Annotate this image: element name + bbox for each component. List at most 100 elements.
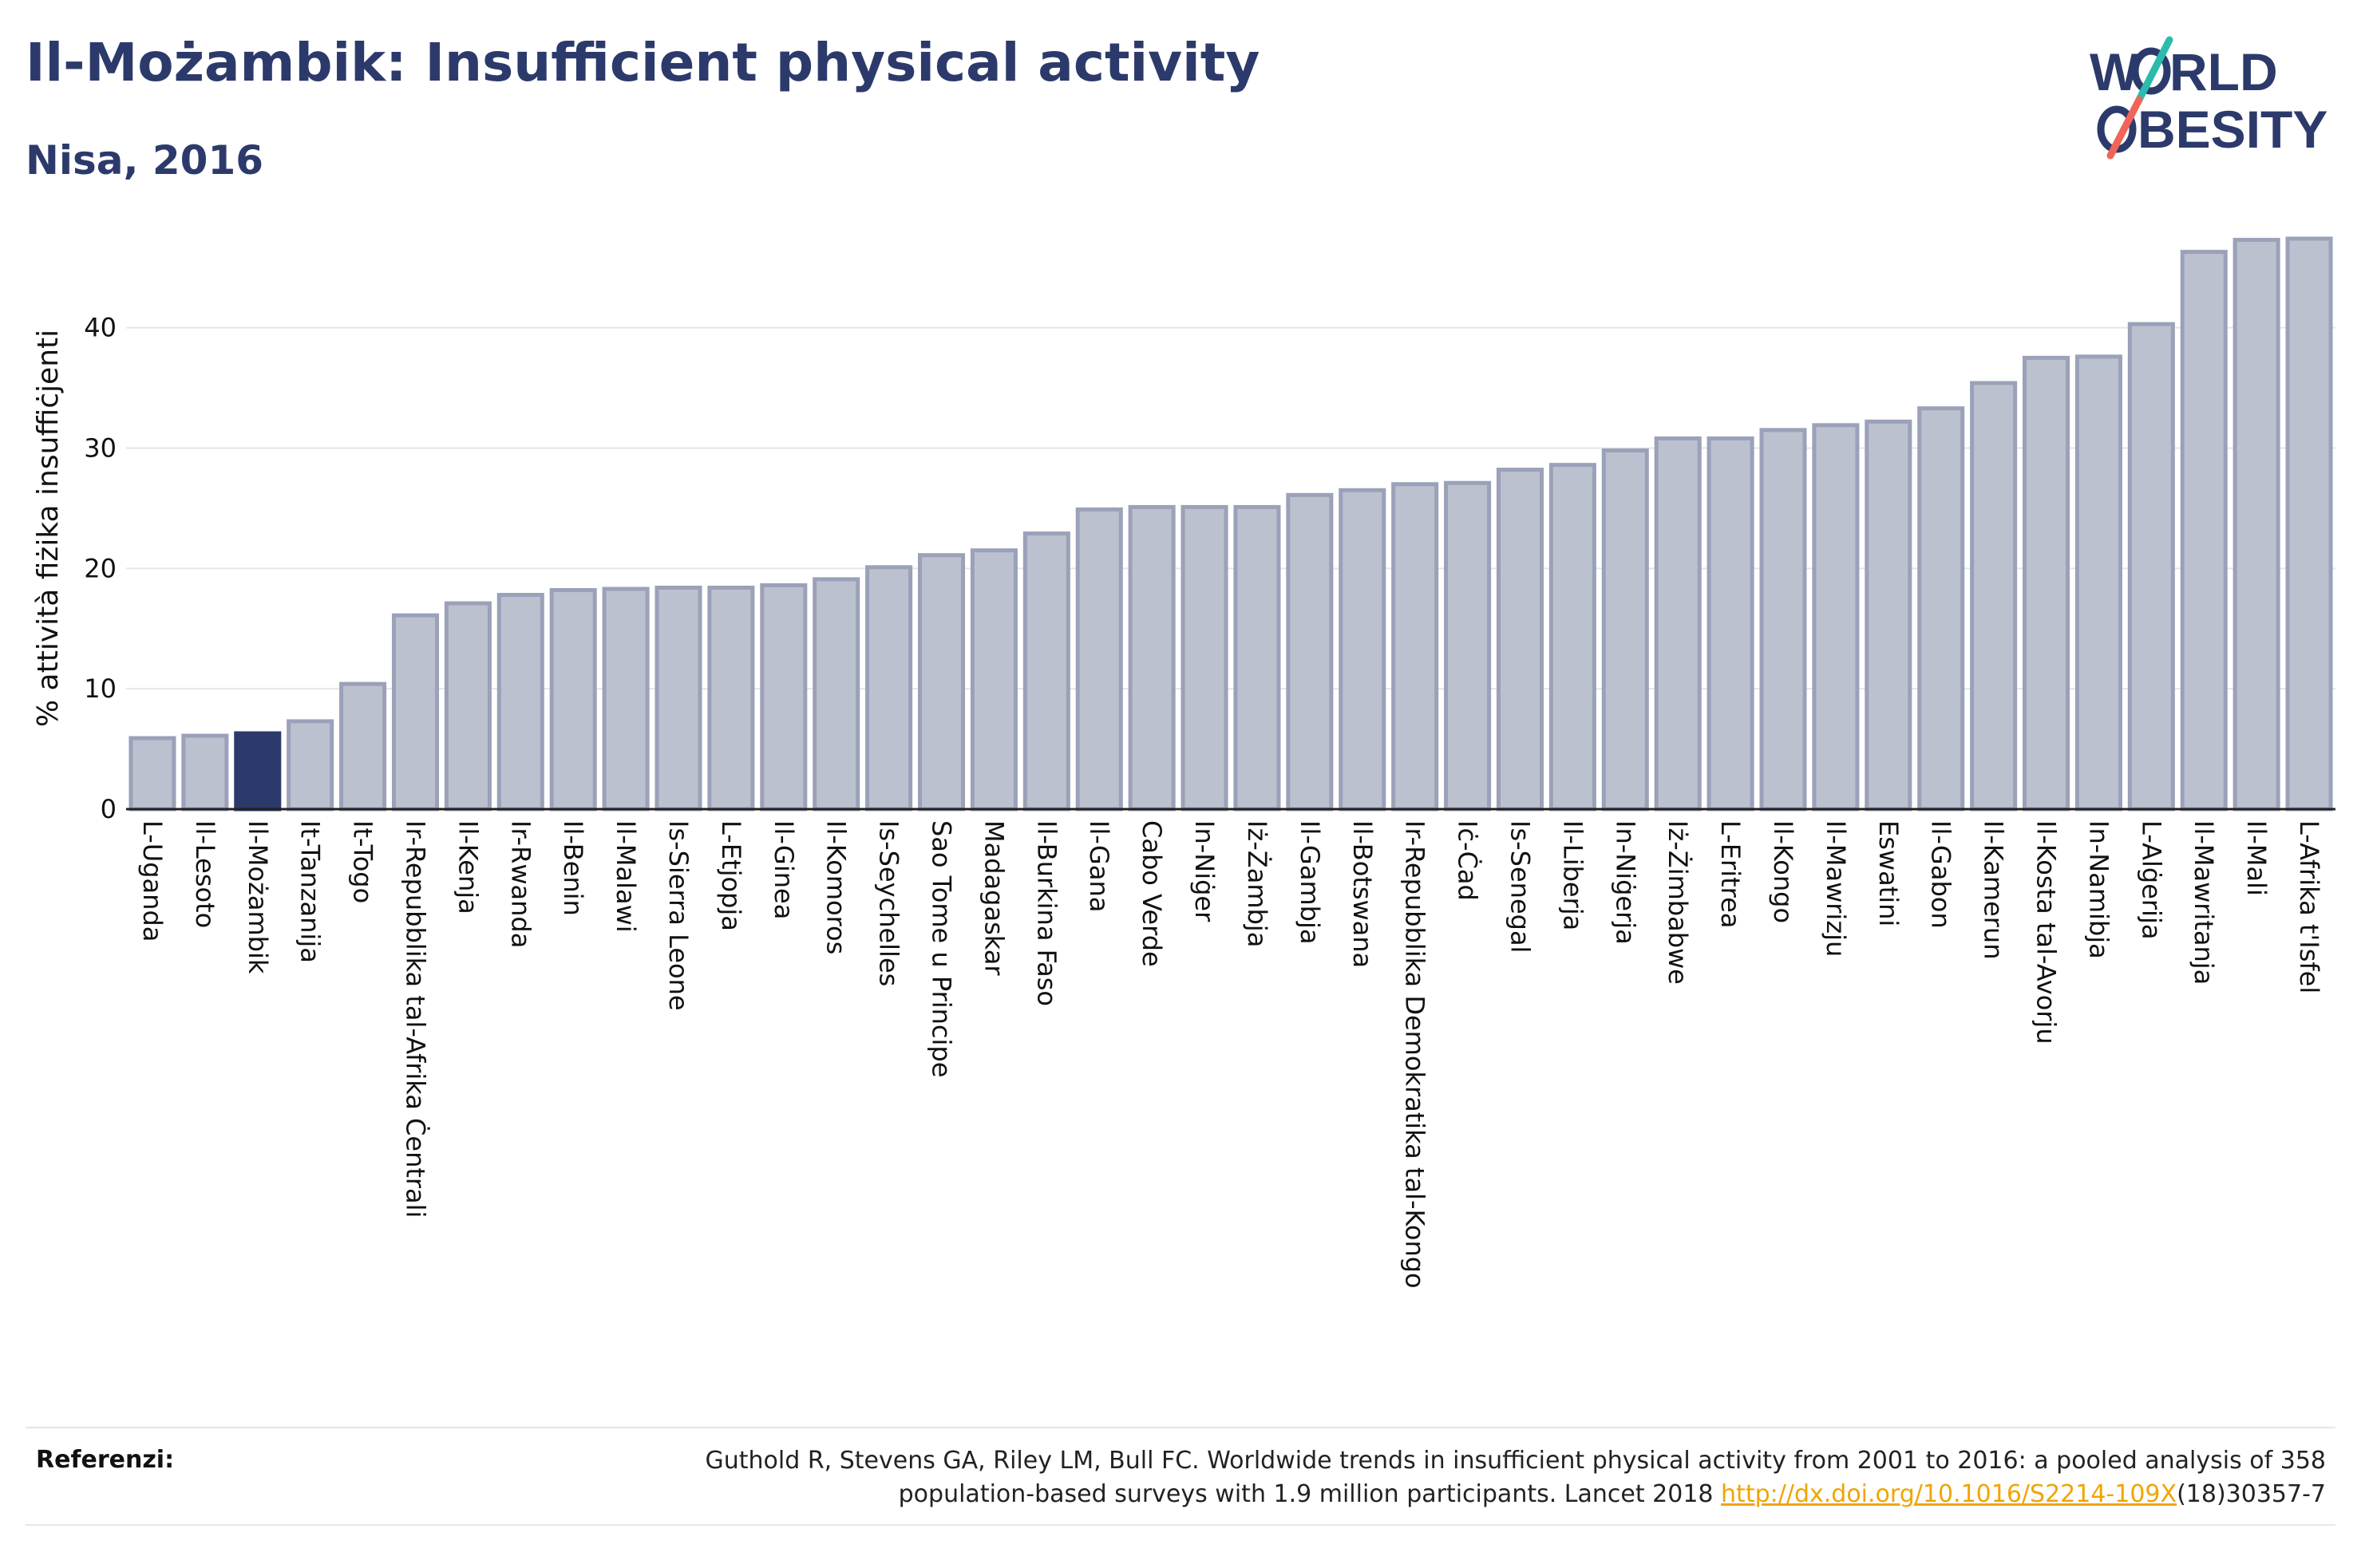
bar-19 [1128,504,1176,812]
x-tick-label: Iż-Żambja [1242,820,1272,947]
x-tick-label: Il-Mawrizju [1821,820,1851,957]
bar-12 [760,583,808,812]
x-tick-label: L-Uganda [137,820,168,942]
x-tick-labels: L-Uganda Il-Lesoto Il-Możambik It-Tanzanija… [137,820,2324,1289]
bar-11 [707,585,755,812]
x-tick-label: Il-Kosta tal-Avorju [2031,820,2062,1045]
bar-23 [1339,488,1386,812]
bar-35 [1970,381,2018,812]
references-text: Guthold R, Stevens GA, Riley LM, Bull FC… [490,1444,2326,1511]
x-tick-label: It-Togo [348,820,378,903]
logo-o-ring [2131,47,2171,95]
x-tick-label: Il-Benin [558,820,588,916]
references-label: Referenzi: [36,1446,175,1474]
bar-10 [655,585,702,812]
bar-17 [1022,531,1070,812]
y-tick-label: 10 [84,673,117,704]
x-tick-label: Il-Liberja [1557,820,1588,930]
bars-layer [129,236,2333,812]
reference-line-1: Guthold R, Stevens GA, Riley LM, Bull FC… [705,1447,2326,1475]
bar-27 [1548,463,1596,812]
x-tick-label: Il-Gambja [1295,820,1325,944]
bar-4 [339,681,387,812]
x-tick-label: Iż-Żimbabwe [1663,820,1693,985]
bar-2 [234,731,282,812]
x-tick-label: Il-Gabon [1926,820,1956,929]
reference-line-2: population-based surveys with 1.9 millio… [898,1480,1722,1508]
bar-21 [1233,504,1281,812]
bar-40 [2232,238,2280,812]
y-tick-label: 0 [101,794,117,824]
x-tick-label: Il-Kamerun [1979,820,2009,959]
bar-20 [1180,504,1228,812]
x-tick-label: Il-Lesoto [190,820,220,928]
logo-slash-teal [2135,36,2173,104]
x-tick-label: Il-Malawi [611,820,641,933]
x-tick-label: L-Etjopja [716,820,746,931]
x-tick-label: Il-Komoros [821,820,852,954]
footer-rule-bottom [26,1524,2335,1526]
footer-rule-top [26,1427,2335,1428]
doi-link[interactable]: http://dx.doi.org/10.1016/S2214-109X [1721,1480,2177,1508]
x-tick-label: Ir-Repubblika tal-Afrika Ċentrali [400,820,430,1218]
x-tick-label: Ir-Rwanda [505,820,536,948]
x-tick-label: Il-Mawritanja [2189,820,2219,985]
bar-7 [496,593,544,812]
bar-13 [813,577,860,812]
bar-33 [1865,419,1912,812]
x-tick-label: Is-Sierra Leone [663,820,694,1011]
logo-w: W [2090,42,2140,101]
bar-9 [602,587,650,812]
bar-14 [865,565,913,812]
x-tick-label: Is-Senegal [1505,820,1535,953]
bar-31 [1759,428,1807,812]
y-tick-label: 30 [84,433,117,464]
bar-30 [1706,436,1754,812]
bar-24 [1391,482,1439,812]
bar-26 [1496,468,1544,812]
bar-25 [1444,480,1492,812]
bar-37 [2074,354,2122,812]
world-obesity-logo: W RLD BESITY [2090,36,2327,160]
bar-1 [181,733,229,812]
x-tick-label: In-Namibja [2083,820,2114,959]
bar-16 [970,548,1018,812]
y-tick-label: 20 [84,553,117,583]
bar-28 [1601,448,1649,812]
bar-15 [918,553,966,812]
x-tick-label: Il-Botswana [1347,820,1378,968]
x-tick-label: Il-Ginea [769,820,799,919]
bar-22 [1286,492,1334,812]
x-tick-label: Il-Gana [1084,820,1114,912]
x-tick-label: Cabo Verde [1137,820,1167,967]
bar-8 [549,587,597,812]
x-tick-label: Is-Seychelles [874,820,904,986]
x-tick-label: Ir-Repubblika Demokratika tal-Kongo [1400,820,1430,1289]
x-tick-label: Il-Burkina Faso [1031,820,1062,1006]
x-tick-label: Eswatini [1873,820,1904,926]
reference-line-2-end: (18)30357-7 [2177,1480,2326,1508]
bar-38 [2127,322,2175,812]
bar-32 [1812,423,1860,812]
bar-5 [391,613,439,812]
y-tick-labels: 0 10 20 30 40 [84,313,117,824]
x-tick-label: In-Niġer [1189,820,1220,922]
x-tick-label: Iċ-Ċad [1453,820,1483,901]
bar-0 [129,736,176,812]
bar-36 [2023,355,2070,812]
chart-subtitle: Nisa, 2016 [26,137,264,184]
y-tick-label: 40 [84,313,117,343]
bar-41 [2285,236,2333,812]
logo-slash-coral [2106,96,2143,160]
x-tick-label: Il-Mali [2241,820,2272,896]
bar-39 [2180,250,2228,812]
x-tick-label: L-Alġerija [2136,820,2166,939]
bar-3 [287,719,334,812]
bar-18 [1075,507,1123,812]
x-tick-label: L-Afrika t'Isfel [2294,820,2324,993]
bar-34 [1917,406,1965,812]
x-tick-label: Sao Tome u Principe [927,820,957,1077]
y-axis-label: % attività fiżika insuffiċjenti [32,330,65,727]
logo-besity: BESITY [2138,100,2327,159]
